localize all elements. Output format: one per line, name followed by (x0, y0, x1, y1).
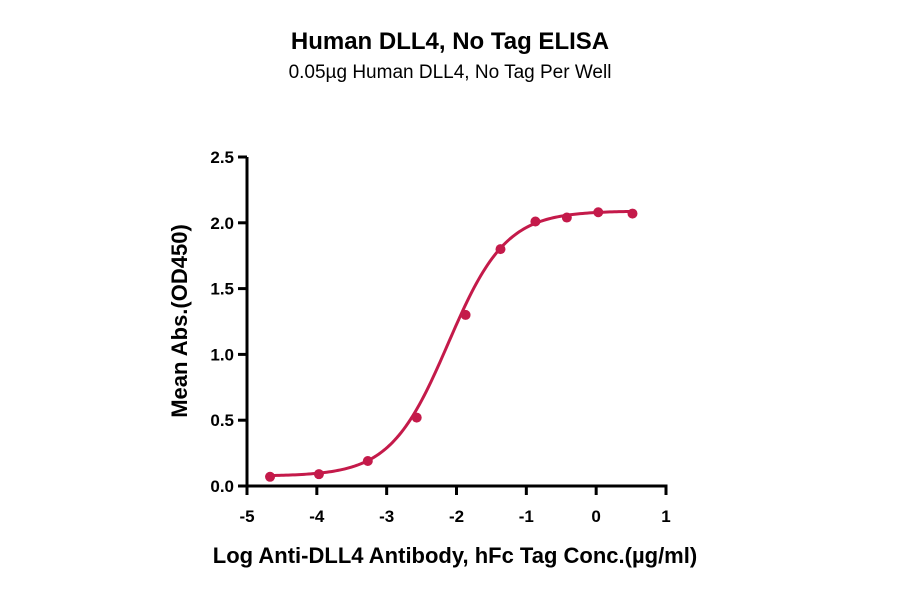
x-tick-label: 1 (661, 507, 670, 526)
data-point (460, 309, 471, 320)
fit-curve (270, 209, 633, 478)
y-tick-label: 2.5 (210, 148, 234, 167)
data-point (627, 208, 638, 219)
data-point (495, 244, 506, 255)
x-tick-label: -5 (239, 507, 254, 526)
y-tick-label: 0.0 (210, 477, 234, 496)
x-tick-label: 0 (591, 507, 600, 526)
chart-subtitle: 0.05µg Human DLL4, No Tag Per Well (288, 62, 612, 83)
y-tick-label: 2.0 (210, 214, 234, 233)
x-tick-label: -1 (519, 507, 534, 526)
data-point (411, 412, 422, 423)
x-axis-title: Log Anti-DLL4 Antibody, hFc Tag Conc.(µg… (213, 543, 697, 568)
chart-title: Human DLL4, No Tag ELISA (290, 28, 610, 55)
data-point (265, 471, 276, 482)
y-axis-title: Mean Abs.(OD450) (167, 224, 192, 418)
x-tick-label: -2 (449, 507, 464, 526)
data-point (362, 455, 373, 466)
data-point (561, 212, 572, 223)
data-point (530, 216, 541, 227)
data-point (313, 469, 324, 480)
x-tick-label: -3 (379, 507, 394, 526)
y-tick-label: 0.5 (210, 411, 234, 430)
y-tick-label: 1.0 (210, 345, 234, 364)
axes: 0.0 0.5 1.0 1.5 2.0 2.5 -5 -4 -3 -2 -1 0 1 (210, 148, 670, 526)
y-tick-label: 1.5 (210, 280, 234, 299)
x-tick-label: -4 (309, 507, 325, 526)
fit-curve-group (270, 209, 633, 478)
data-point (593, 207, 604, 218)
data-points (265, 207, 638, 482)
